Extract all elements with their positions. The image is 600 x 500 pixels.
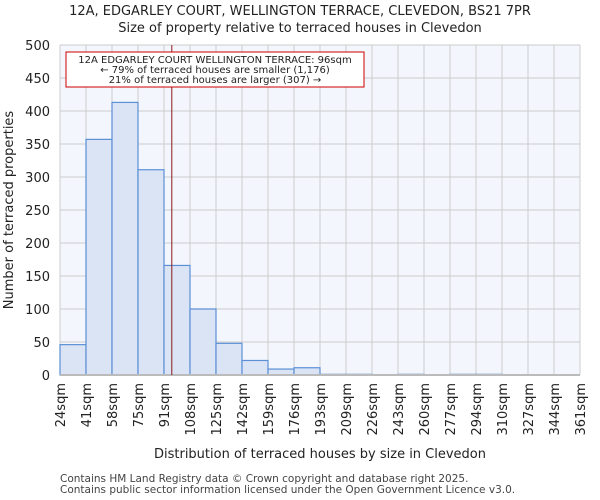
y-tick-label: 0 [42, 369, 50, 384]
x-tick-label: 176sqm [288, 383, 303, 436]
histogram-bar [163, 264, 191, 376]
x-tick-label: 125sqm [210, 383, 225, 436]
histogram-bar [59, 344, 87, 376]
histogram-bar [85, 138, 113, 376]
y-tick-label: 450 [25, 72, 50, 87]
y-tick-label: 200 [25, 237, 50, 252]
y-tick-label: 350 [25, 138, 50, 153]
x-axis-label: Distribution of terraced houses by size … [154, 447, 486, 462]
x-tick-label: 243sqm [392, 383, 407, 436]
annotation-line: 12A EDGARLEY COURT WELLINGTON TERRACE: 9… [78, 55, 351, 66]
y-axis-label: Number of terraced properties [2, 111, 17, 310]
y-tick-label: 150 [25, 270, 50, 285]
x-tick-label: 226sqm [366, 383, 381, 436]
annotation-box [65, 51, 365, 88]
x-tick-label: 193sqm [314, 383, 329, 436]
footer-line-1: Contains HM Land Registry data © Crown c… [60, 473, 469, 485]
y-tick-label: 500 [25, 39, 50, 54]
histogram-bar [241, 359, 269, 376]
histogram-bar [137, 169, 165, 376]
x-tick-label: 24sqm [54, 383, 69, 427]
x-tick-label: 277sqm [444, 383, 459, 436]
x-tick-label: 41sqm [80, 383, 95, 427]
y-tick-label: 250 [25, 204, 50, 219]
y-tick-label: 400 [25, 105, 50, 120]
histogram-bar [189, 308, 217, 376]
histogram-bar [111, 101, 139, 376]
x-tick-label: 75sqm [132, 383, 147, 427]
x-tick-label: 310sqm [496, 383, 511, 436]
x-tick-label: 58sqm [106, 383, 121, 427]
footer-line-2: Contains public sector information licen… [60, 484, 516, 496]
x-tick-label: 209sqm [340, 383, 355, 436]
x-tick-label: 260sqm [418, 383, 433, 436]
x-tick-label: 361sqm [574, 383, 589, 436]
x-tick-label: 142sqm [236, 383, 251, 436]
x-tick-label: 344sqm [548, 383, 563, 436]
histogram-bar [215, 342, 243, 376]
y-tick-label: 300 [25, 171, 50, 186]
histogram-bar [293, 367, 321, 376]
chart-subtitle: Size of property relative to terraced ho… [118, 21, 482, 36]
annotation-line: 21% of terraced houses are larger (307) … [109, 75, 322, 86]
x-tick-label: 91sqm [158, 383, 173, 427]
x-tick-label: 294sqm [470, 383, 485, 436]
y-tick-label: 100 [25, 303, 50, 318]
annotation-line: ← 79% of terraced houses are smaller (1,… [100, 65, 330, 76]
x-tick-label: 108sqm [184, 383, 199, 436]
x-tick-label: 159sqm [262, 383, 277, 436]
y-tick-label: 50 [33, 336, 50, 351]
x-tick-label: 327sqm [522, 383, 537, 436]
chart-title: 12A, EDGARLEY COURT, WELLINGTON TERRACE,… [69, 4, 531, 19]
